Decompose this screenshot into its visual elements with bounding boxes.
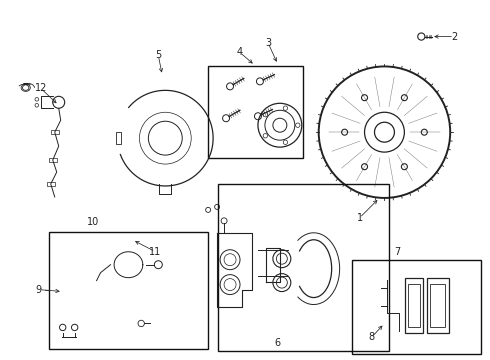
Bar: [49, 158, 57, 162]
Bar: [116, 132, 122, 144]
Bar: [47, 182, 55, 186]
Text: 7: 7: [394, 247, 400, 257]
Text: 4: 4: [237, 48, 243, 58]
Bar: [430, 284, 445, 328]
Text: 8: 8: [368, 332, 374, 342]
Text: 6: 6: [275, 338, 281, 348]
Text: 5: 5: [155, 50, 162, 60]
Bar: [427, 278, 449, 333]
Bar: [208, 67, 303, 158]
Text: 1: 1: [357, 213, 363, 223]
Bar: [49, 232, 208, 349]
Text: 12: 12: [35, 84, 47, 93]
Text: 3: 3: [265, 37, 271, 48]
Text: 2: 2: [451, 32, 457, 41]
Bar: [218, 184, 390, 351]
Text: 11: 11: [149, 247, 162, 257]
Bar: [51, 130, 59, 134]
Bar: [352, 260, 481, 354]
Text: 10: 10: [86, 217, 98, 227]
Bar: [408, 284, 420, 328]
Bar: [405, 278, 423, 333]
Text: 9: 9: [36, 284, 42, 294]
